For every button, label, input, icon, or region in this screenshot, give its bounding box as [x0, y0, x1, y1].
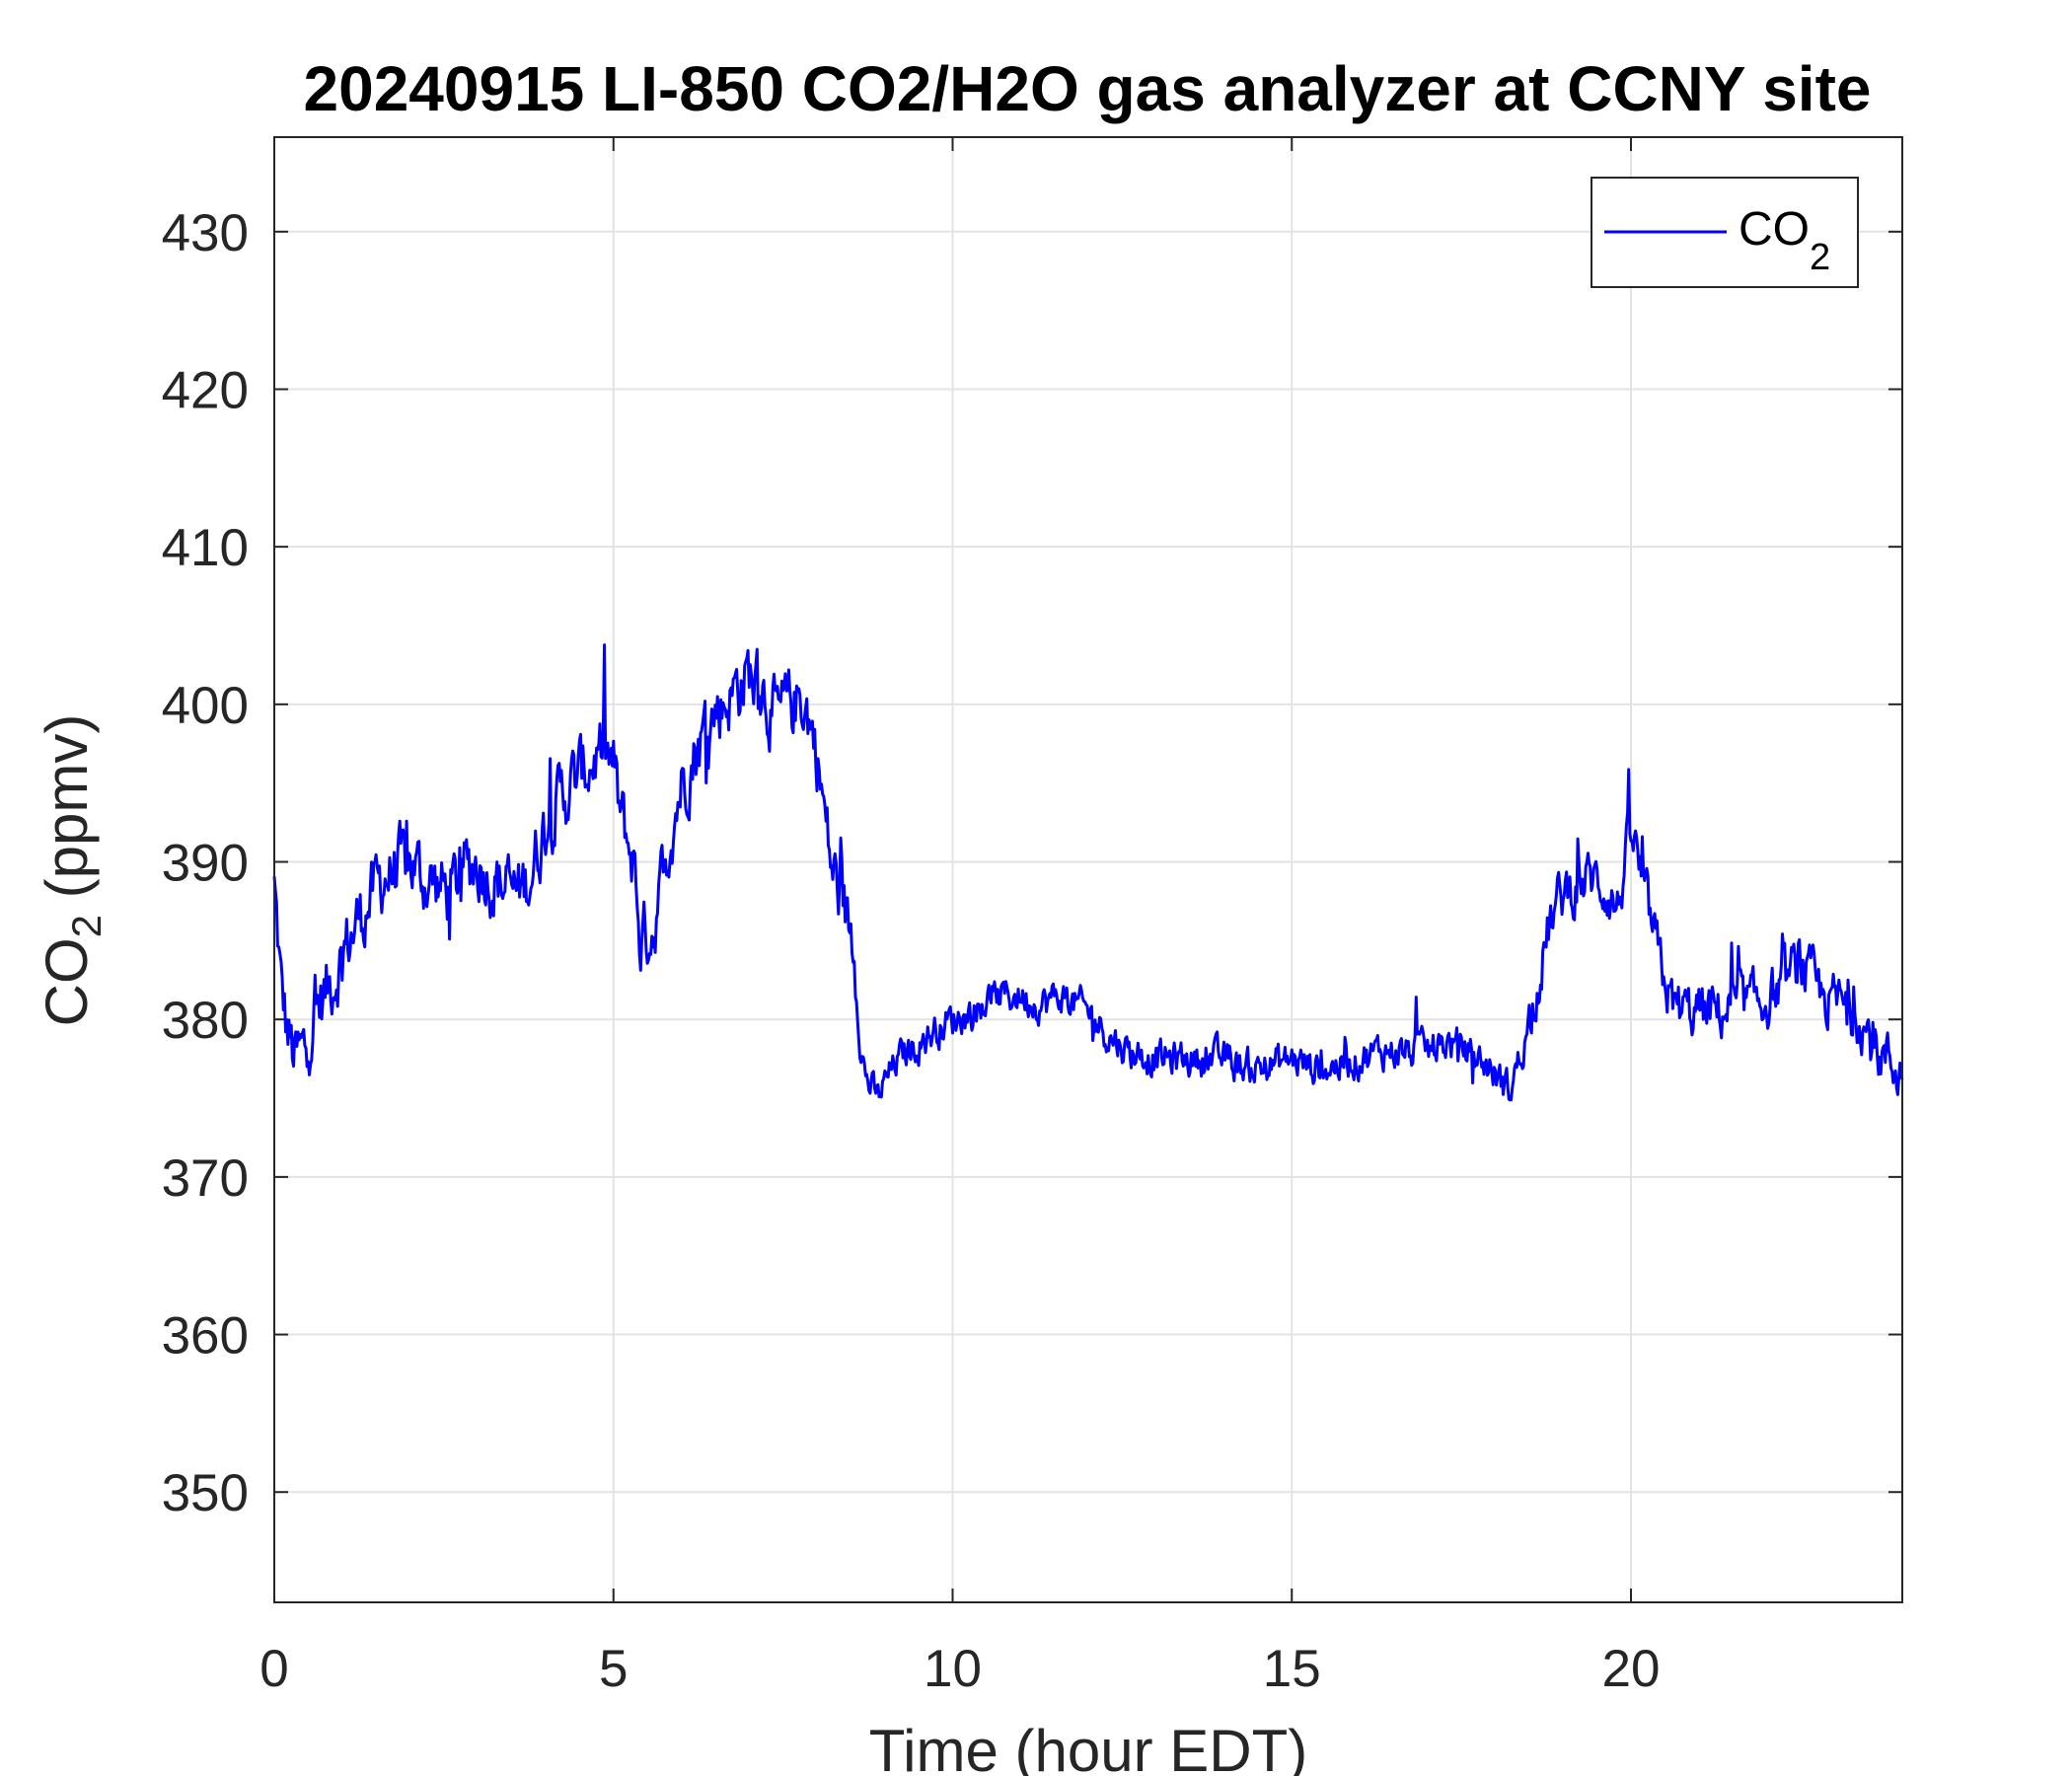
legend-label-base: CO [1739, 203, 1810, 256]
y-tick-label: 390 [162, 835, 249, 893]
x-tick-label: 5 [599, 1640, 628, 1698]
series-line-co2 [272, 643, 1904, 1102]
axis-ticks [273, 137, 1902, 1602]
legend-label-co2: CO2 [1739, 203, 1830, 278]
legend: CO2 [1591, 177, 1859, 288]
y-tick-labels: 350 360 370 380 390 400 410 420 430 [162, 204, 249, 1522]
plot-area-frame [273, 136, 1903, 1603]
y-tick-label: 350 [162, 1464, 249, 1522]
y-axis-label-units: (ppmv) [34, 714, 100, 915]
x-tick-labels: 0 5 10 15 20 [259, 1640, 1660, 1698]
series-layer [272, 643, 1904, 1102]
y-tick-label: 410 [162, 519, 249, 577]
y-tick-label: 400 [162, 677, 249, 735]
x-tick-label: 0 [259, 1640, 288, 1698]
x-tick-label: 20 [1602, 1640, 1661, 1698]
legend-label-subscript: 2 [1810, 237, 1830, 278]
x-axis-label: Time (hour EDT) [869, 1718, 1308, 1776]
y-axis-label-subscript: 2 [63, 915, 110, 937]
x-tick-label: 10 [924, 1640, 982, 1698]
y-tick-label: 430 [162, 204, 249, 262]
y-tick-label: 370 [162, 1149, 249, 1208]
x-tick-label: 15 [1263, 1640, 1321, 1698]
chart-title: 20240915 LI-850 CO2/H2O gas analyzer at … [304, 53, 1872, 124]
y-axis-label: CO2 (ppmv) [34, 714, 110, 1027]
y-tick-label: 420 [162, 361, 249, 419]
y-tick-label: 380 [162, 992, 249, 1050]
y-tick-label: 360 [162, 1307, 249, 1366]
y-axis-label-base: CO [34, 937, 100, 1026]
